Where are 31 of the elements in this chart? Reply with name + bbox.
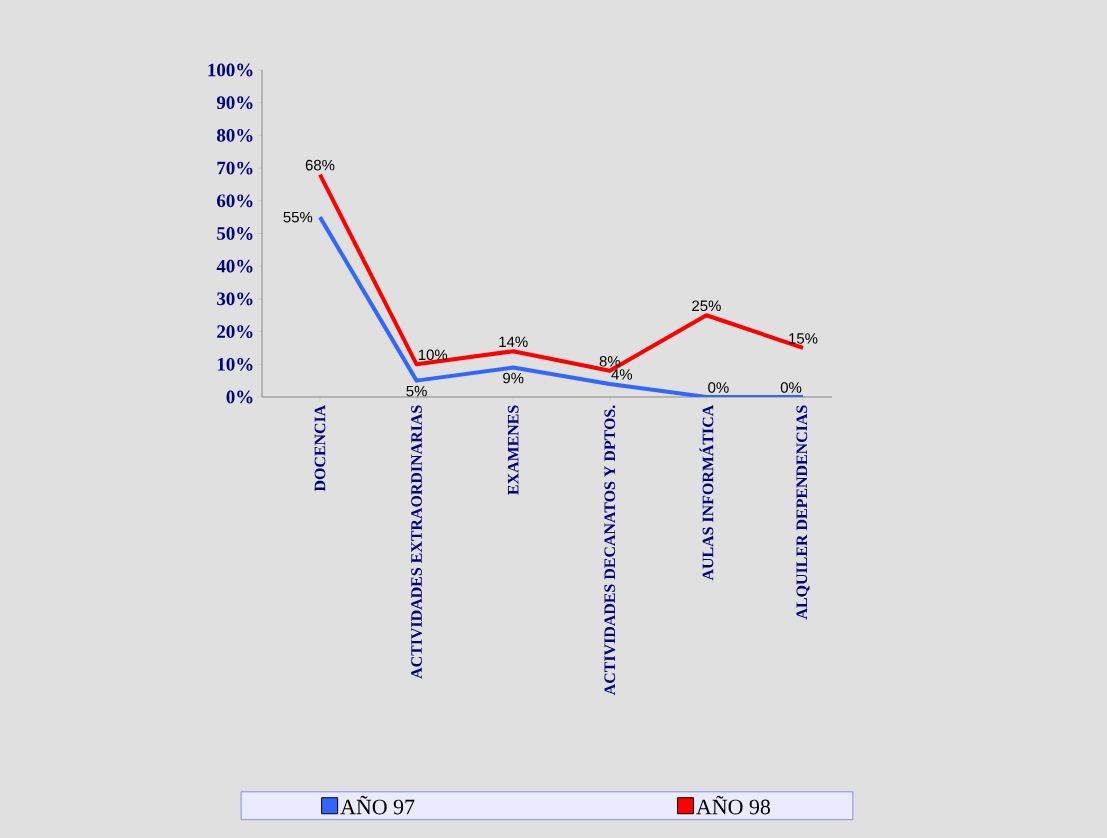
y-tick-label: 20% [217, 325, 253, 339]
x-tick-label: DOCENCIA [314, 404, 326, 492]
y-tick-label: 60% [217, 194, 253, 208]
data-label: 0% [708, 382, 729, 393]
data-label: 14% [499, 336, 528, 348]
data-label: 8% [599, 356, 621, 367]
data-label: 0% [780, 382, 802, 393]
x-tick-label: ACTIVIDADES DECANATOS Y DPTOS. [604, 405, 616, 696]
legend-label: AÑO 97 [340, 795, 415, 815]
y-tick-label: 0% [226, 390, 253, 404]
y-tick-label: 50% [217, 227, 253, 240]
data-label: 5% [406, 385, 427, 397]
data-label: 10% [418, 349, 448, 361]
data-label: 9% [503, 372, 524, 384]
y-tick-label: 40% [216, 259, 253, 273]
data-label: 4% [611, 369, 633, 380]
x-tick-label: EXAMENES [507, 405, 519, 495]
legend-label: AÑO 98 [696, 795, 771, 815]
x-tick-label: AULAS INFORMÁTICA [699, 404, 714, 581]
y-tick-label: 80% [217, 128, 253, 142]
data-label: 15% [789, 333, 818, 344]
x-tick-label: ALQUILER DEPENDENCIAS [796, 405, 810, 620]
y-tick-label: 100% [208, 63, 253, 77]
y-tick-label: 70% [217, 161, 253, 175]
y-tick-label: 10% [217, 357, 253, 371]
x-tick-label: ACTIVIDADES EXTRAORDINARIAS [411, 405, 422, 679]
data-label: 25% [692, 300, 721, 312]
data-label: 55% [283, 211, 313, 223]
y-tick-label: 90% [216, 96, 253, 110]
y-tick-label: 30% [217, 292, 253, 306]
data-label: 68% [305, 159, 335, 171]
